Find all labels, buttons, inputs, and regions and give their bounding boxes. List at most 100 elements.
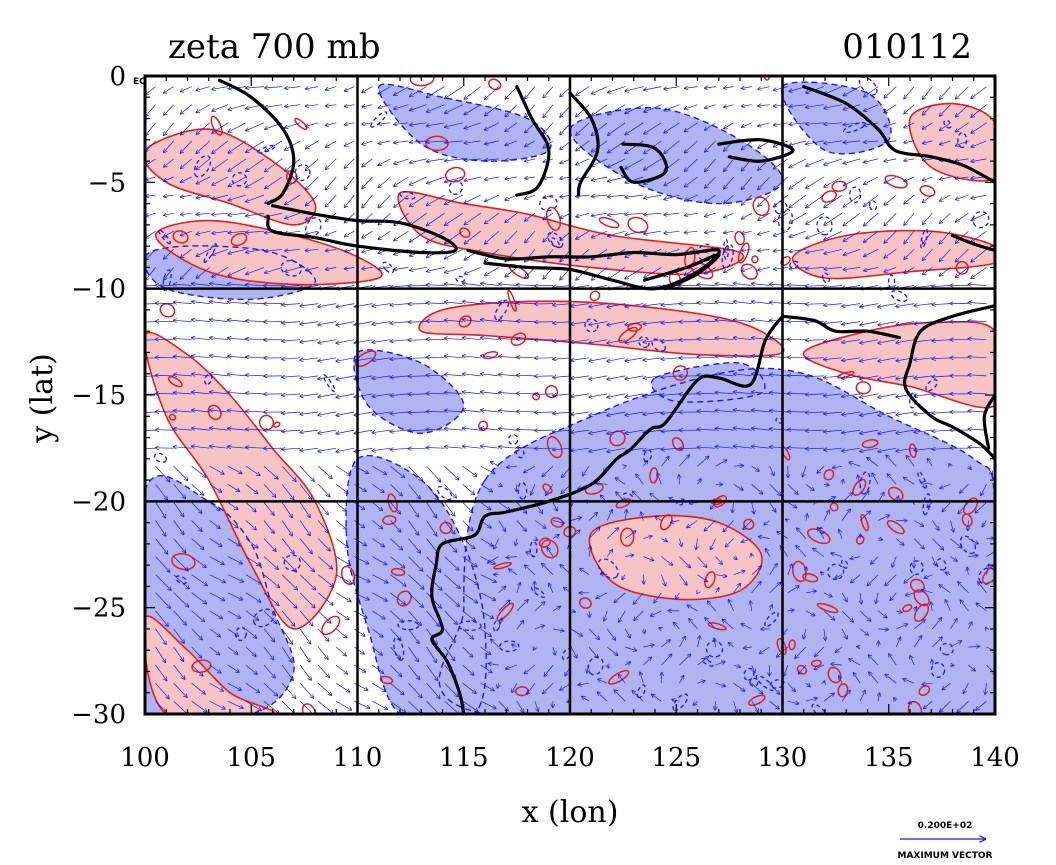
wind-vector [664, 122, 680, 133]
wind-vector [576, 158, 590, 165]
wind-vector [664, 194, 680, 199]
wind-vector [306, 194, 319, 206]
wind-vector [576, 230, 590, 239]
wind-vector [265, 140, 283, 151]
wind-vector [212, 158, 229, 171]
wind-vector [410, 194, 427, 206]
wind-vector [212, 104, 229, 111]
wind-vector [181, 158, 192, 169]
x-tick-label: 125 [651, 743, 701, 773]
positive-region-4 [145, 332, 337, 629]
x-tick-label: 100 [120, 743, 170, 773]
wind-vector [904, 141, 915, 143]
wind-vector [685, 87, 698, 89]
negative-eddy [494, 299, 510, 321]
positive-eddy [886, 519, 905, 535]
positive-eddy [171, 552, 196, 571]
wind-vector [742, 267, 752, 271]
wind-vector [625, 86, 644, 92]
wind-vector [608, 230, 626, 236]
wind-vector [174, 284, 192, 285]
wind-vector [445, 267, 463, 272]
wind-vector [592, 176, 608, 180]
wind-vector [408, 448, 427, 449]
positive-eddy [752, 196, 770, 217]
wind-vector [824, 104, 843, 109]
wind-vector [246, 248, 265, 252]
positive-eddy [961, 513, 973, 528]
wind-vector [196, 86, 210, 91]
wind-vector [300, 303, 319, 306]
wind-vector [806, 286, 824, 287]
wind-vector [788, 285, 806, 286]
wind-vector [940, 267, 951, 276]
wind-vector [884, 212, 897, 225]
wind-vector [644, 230, 662, 234]
wind-vector [326, 122, 337, 126]
wind-vector [724, 249, 734, 251]
wind-vector [306, 87, 319, 89]
wind-vector [426, 285, 445, 286]
wind-vector [644, 213, 662, 214]
negative-eddy [531, 586, 546, 598]
wind-vector [774, 158, 789, 169]
wind-vector [345, 86, 355, 91]
wind-vector [394, 176, 409, 186]
y-tick-label: 0 [109, 62, 126, 92]
wind-vector [742, 212, 752, 219]
wind-vector [923, 104, 933, 115]
wind-vector [212, 267, 229, 277]
wind-vector [904, 176, 915, 182]
negative-contour-3 [145, 245, 316, 301]
wind-vector [625, 158, 644, 169]
negative-region-0 [378, 84, 551, 162]
wind-vector [146, 122, 156, 136]
positive-eddy [396, 590, 412, 607]
positive-region-7 [792, 230, 995, 279]
wind-vector [505, 177, 517, 179]
negative-eddy [636, 684, 646, 699]
wind-vector [956, 159, 969, 161]
wind-vector [210, 302, 228, 304]
positive-eddy [172, 230, 189, 244]
negative-eddy [393, 636, 405, 661]
negative-eddy [235, 626, 247, 642]
negative-eddy [370, 111, 388, 128]
wind-vector [884, 230, 897, 243]
wind-vector [378, 194, 391, 208]
wind-vector [956, 230, 969, 243]
positive-eddy [821, 190, 837, 203]
wind-vector [306, 267, 319, 270]
wind-vector [427, 176, 445, 183]
wind-vector [192, 302, 210, 304]
wind-vector [525, 212, 536, 221]
x-tick-label: 140 [970, 743, 1020, 773]
wind-vector [174, 302, 192, 303]
negative-eddy [789, 260, 800, 269]
positive-eddy [273, 421, 281, 428]
wind-vector [181, 267, 192, 279]
wind-vector [571, 303, 590, 307]
wind-vector [643, 303, 662, 306]
wind-vector [860, 303, 879, 307]
wind-vector [971, 104, 987, 118]
wind-vector [904, 122, 915, 128]
wind-vector [824, 176, 843, 187]
negative-eddy [507, 434, 519, 445]
wind-vector [742, 231, 752, 233]
negative-eddy [721, 243, 734, 269]
wind-vector [345, 105, 355, 107]
wind-vector [971, 140, 987, 147]
wind-vector [543, 212, 554, 219]
wind-vector [788, 430, 806, 431]
wind-vector [904, 230, 915, 243]
wind-vector [394, 230, 409, 241]
wind-vector [758, 249, 770, 250]
wind-vector [326, 194, 337, 207]
wind-vector [378, 86, 391, 94]
eq-label: EQ [133, 77, 147, 87]
wind-vector [884, 194, 897, 205]
wind-vector [265, 248, 283, 251]
wind-vector [146, 104, 156, 116]
wind-vector [705, 104, 716, 108]
